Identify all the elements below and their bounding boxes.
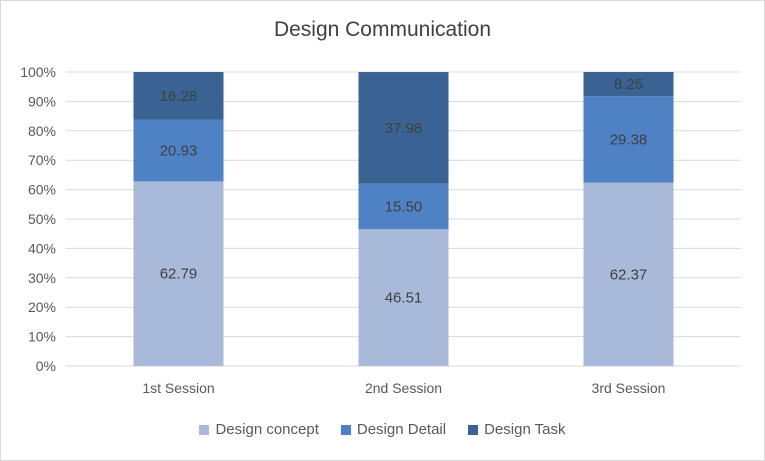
- y-tick-label: 0%: [36, 358, 56, 374]
- legend-swatch-design-task: [468, 424, 479, 435]
- x-tick-label: 2nd Session: [365, 380, 442, 396]
- data-label: 62.37: [610, 266, 648, 283]
- legend-item-design-detail: Design Detail: [340, 421, 447, 438]
- x-tick-label: 3rd Session: [592, 380, 666, 396]
- data-label: 16.28: [160, 88, 198, 105]
- y-tick-label: 50%: [28, 211, 56, 227]
- y-tick-label: 100%: [20, 64, 56, 80]
- data-label: 20.93: [160, 143, 198, 160]
- legend-item-design-task: Design Task: [468, 421, 566, 438]
- legend-label-design-concept: Design concept: [215, 421, 319, 438]
- y-tick-label: 20%: [28, 299, 56, 315]
- bar-design-task: [133, 72, 224, 120]
- y-tick-label: 70%: [28, 152, 56, 168]
- y-tick-label: 80%: [28, 123, 56, 139]
- y-tick-label: 10%: [28, 329, 56, 345]
- legend-swatch-design-concept: [199, 424, 210, 435]
- data-label: 8.25: [614, 76, 643, 93]
- data-label: 46.51: [385, 290, 423, 307]
- bar-design-detail: [583, 96, 674, 183]
- legend-label-design-task: Design Task: [484, 421, 566, 438]
- x-tick-label: 1st Session: [142, 380, 214, 396]
- data-label: 37.98: [385, 120, 423, 137]
- bar-design-task: [583, 72, 674, 97]
- y-tick-label: 90%: [28, 93, 56, 109]
- y-tick-label: 60%: [28, 182, 56, 198]
- bar-design-task: [358, 72, 449, 184]
- bar-design-concept: [358, 229, 449, 366]
- y-tick-label: 30%: [28, 270, 56, 286]
- bar-design-concept: [133, 181, 224, 366]
- data-label: 15.50: [385, 198, 423, 215]
- data-label: 62.79: [160, 266, 198, 283]
- bar-design-detail: [133, 119, 224, 182]
- data-label: 29.38: [610, 131, 648, 148]
- bar-design-detail: [358, 183, 449, 230]
- chart-legend: Design concept Design Detail Design Task: [0, 421, 765, 438]
- chart-title: Design Communication: [273, 18, 492, 41]
- legend-swatch-design-detail: [340, 424, 351, 435]
- legend-label-design-detail: Design Detail: [356, 421, 447, 438]
- legend-item-design-concept: Design concept: [199, 421, 319, 438]
- bar-design-concept: [583, 182, 674, 366]
- y-tick-label: 40%: [28, 240, 56, 256]
